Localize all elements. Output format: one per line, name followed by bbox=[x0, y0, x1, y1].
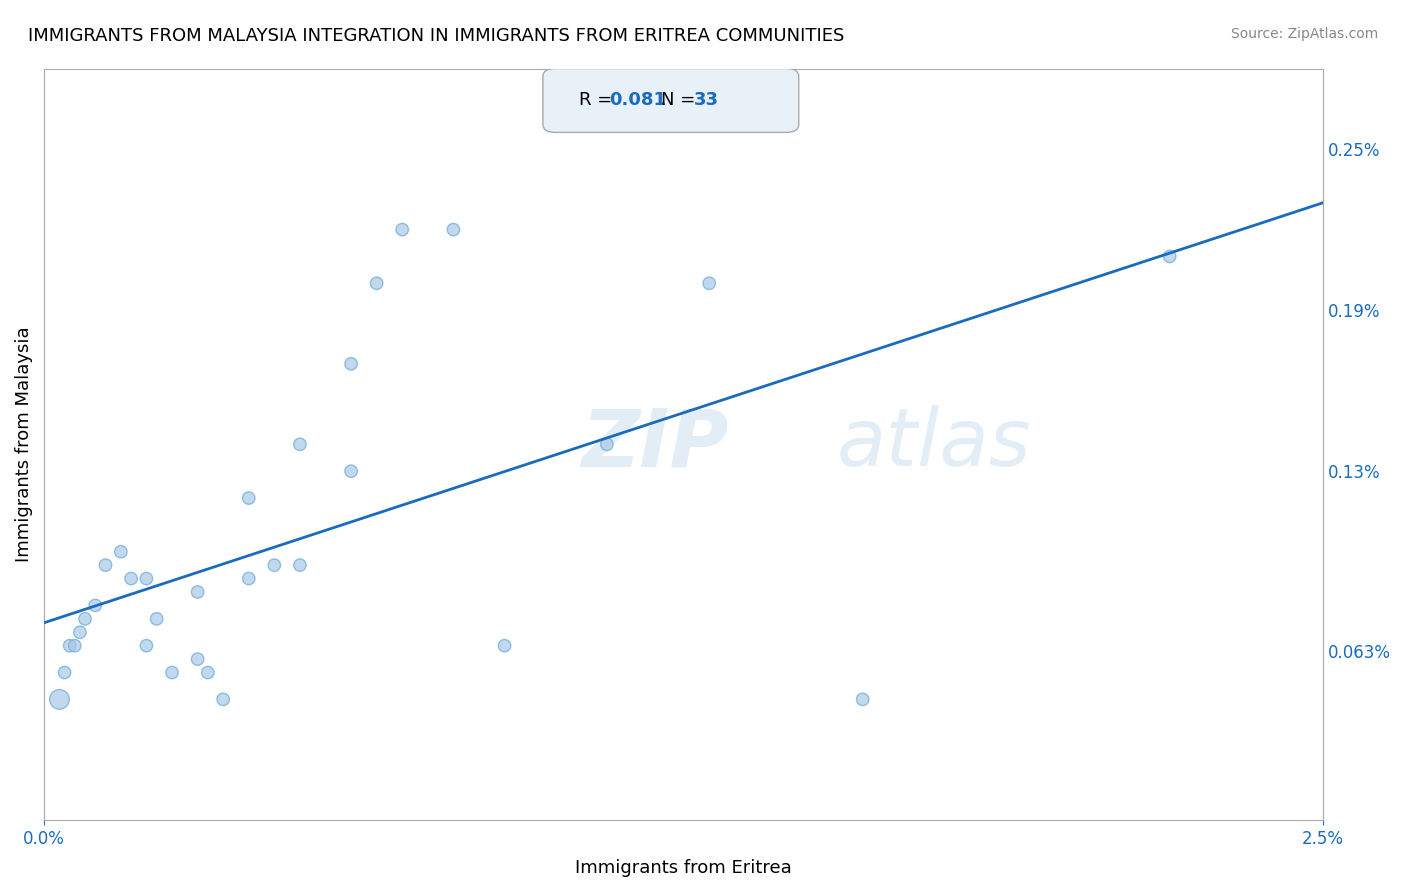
Point bbox=[110, 545, 132, 559]
Point bbox=[59, 639, 82, 653]
Point bbox=[197, 665, 219, 680]
Text: atlas: atlas bbox=[837, 405, 1032, 483]
Point bbox=[84, 599, 107, 613]
Point bbox=[1159, 249, 1181, 263]
Point bbox=[238, 491, 260, 505]
Point bbox=[340, 464, 363, 478]
Point bbox=[135, 572, 157, 586]
Point bbox=[366, 277, 388, 291]
FancyBboxPatch shape bbox=[543, 69, 799, 132]
Text: 0.081: 0.081 bbox=[609, 91, 666, 109]
Point bbox=[288, 437, 311, 451]
Point bbox=[160, 665, 183, 680]
Point bbox=[120, 572, 142, 586]
Point bbox=[441, 222, 464, 236]
Point bbox=[48, 692, 70, 706]
Point bbox=[697, 277, 720, 291]
Point bbox=[340, 357, 363, 371]
Text: R =: R = bbox=[579, 91, 617, 109]
Text: IMMIGRANTS FROM MALAYSIA INTEGRATION IN IMMIGRANTS FROM ERITREA COMMUNITIES: IMMIGRANTS FROM MALAYSIA INTEGRATION IN … bbox=[28, 27, 845, 45]
Text: 33: 33 bbox=[693, 91, 718, 109]
Y-axis label: Immigrants from Malaysia: Immigrants from Malaysia bbox=[15, 326, 32, 562]
Point bbox=[852, 692, 875, 706]
Point bbox=[494, 639, 516, 653]
Point bbox=[187, 585, 209, 599]
Point bbox=[238, 572, 260, 586]
Point bbox=[263, 558, 285, 573]
Point bbox=[288, 558, 311, 573]
Point bbox=[94, 558, 117, 573]
Point bbox=[391, 222, 413, 236]
Point bbox=[63, 639, 86, 653]
Point bbox=[212, 692, 235, 706]
Text: Source: ZipAtlas.com: Source: ZipAtlas.com bbox=[1230, 27, 1378, 41]
Point bbox=[187, 652, 209, 666]
Point bbox=[73, 612, 96, 626]
Point bbox=[69, 625, 91, 640]
Point bbox=[135, 639, 157, 653]
Text: ZIP: ZIP bbox=[581, 405, 728, 483]
Point bbox=[596, 437, 619, 451]
Point bbox=[145, 612, 167, 626]
Point bbox=[53, 665, 76, 680]
Text: N =: N = bbox=[661, 91, 700, 109]
X-axis label: Immigrants from Eritrea: Immigrants from Eritrea bbox=[575, 859, 792, 877]
